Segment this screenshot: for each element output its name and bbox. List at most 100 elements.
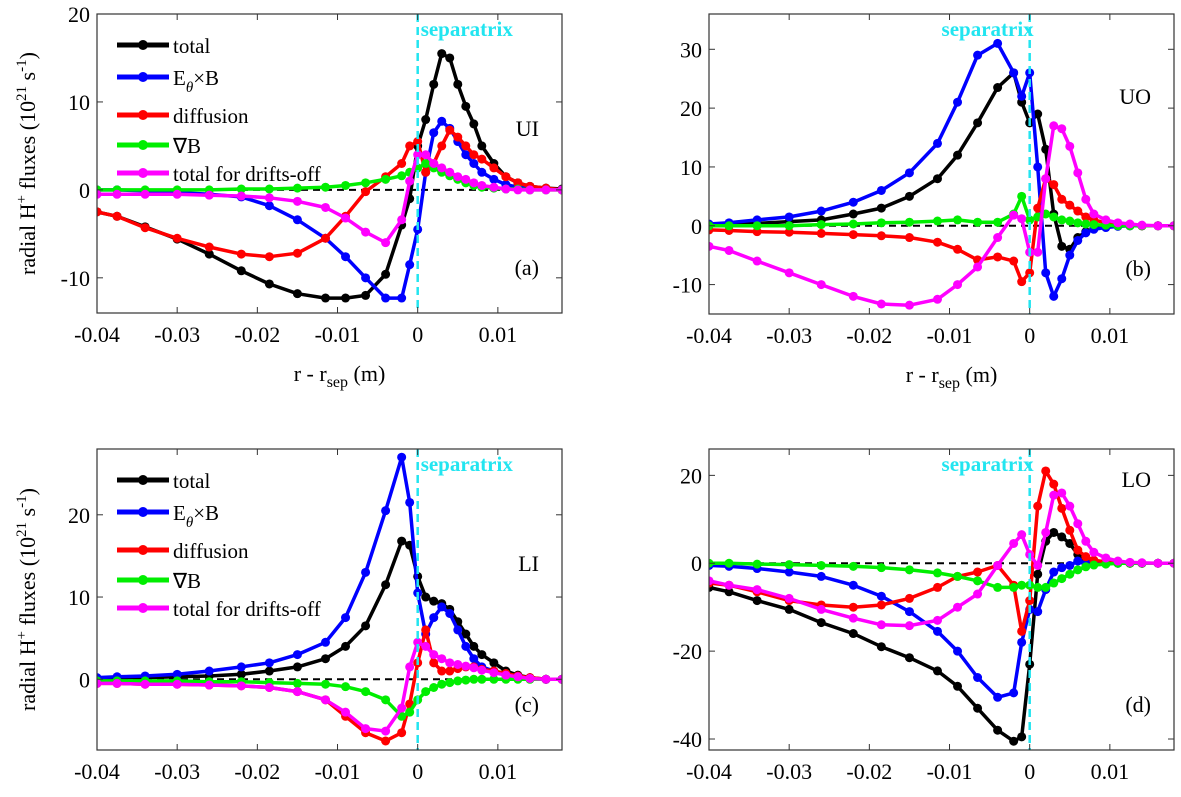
y-tick-label: -40 (673, 727, 702, 752)
data-point (876, 231, 886, 241)
data-point (784, 212, 794, 222)
data-point (1065, 525, 1075, 535)
data-point (1137, 220, 1147, 230)
legend-label: total (173, 469, 210, 493)
data-point (421, 159, 431, 168)
data-point (904, 191, 914, 201)
axes-box (96, 13, 563, 314)
data-point (1049, 490, 1059, 500)
data-point (752, 596, 762, 606)
data-point (816, 206, 826, 216)
data-point (993, 725, 1003, 735)
series-line-1 (97, 455, 562, 682)
data-point (204, 242, 214, 252)
data-point (421, 592, 431, 602)
data-point (1125, 219, 1135, 229)
y-tick-label: 0 (691, 551, 702, 576)
data-point (932, 294, 942, 304)
data-point (1033, 109, 1043, 119)
data-point (876, 591, 886, 601)
data-point (437, 49, 447, 59)
data-point (876, 203, 886, 213)
legend-label: diffusion (173, 104, 249, 128)
data-point (1049, 212, 1059, 222)
data-point (1033, 560, 1043, 570)
data-point (993, 38, 1003, 48)
x-tick-label: 0 (412, 759, 423, 784)
data-point (784, 567, 794, 577)
data-point (461, 174, 471, 184)
data-point (477, 141, 487, 151)
panel-label: (b) (1125, 256, 1151, 281)
data-point (1065, 569, 1075, 579)
x-tick-label: 0.01 (479, 322, 518, 347)
data-point (1113, 556, 1123, 566)
data-point (461, 150, 471, 160)
data-point (341, 293, 351, 303)
data-point (1057, 574, 1067, 584)
data-point (1089, 547, 1099, 557)
data-point (1057, 488, 1067, 498)
data-point (453, 676, 463, 686)
data-point (876, 185, 886, 195)
data-point (1033, 569, 1043, 579)
data-point (932, 216, 942, 226)
data-point (429, 596, 439, 606)
data-point (320, 182, 330, 192)
data-point (381, 506, 391, 516)
data-point (1049, 527, 1059, 537)
data-point (1113, 218, 1123, 228)
x-tick-label: -0.02 (234, 322, 280, 347)
data-point (1049, 479, 1059, 489)
x-tick-label: -0.03 (154, 759, 200, 784)
data-point (292, 248, 302, 258)
data-point (1033, 607, 1043, 617)
data-point (140, 189, 150, 199)
plot-area (97, 452, 562, 746)
data-point (993, 560, 1003, 570)
data-point (453, 79, 463, 89)
data-point (405, 260, 415, 270)
data-point (445, 666, 455, 676)
data-point (1101, 559, 1111, 569)
data-point (953, 681, 963, 691)
data-point (848, 209, 858, 219)
data-point (541, 674, 551, 684)
data-point (1049, 121, 1059, 131)
data-point (973, 576, 983, 586)
data-point (320, 202, 330, 212)
data-point (876, 299, 886, 309)
data-point (1025, 268, 1035, 278)
data-point (453, 625, 463, 635)
data-point (112, 678, 122, 688)
data-point (752, 559, 762, 569)
axes-box (708, 13, 1175, 315)
data-point (1009, 538, 1019, 548)
data-point (341, 180, 351, 190)
data-point (172, 669, 182, 679)
data-point (437, 163, 447, 173)
data-point (1009, 256, 1019, 266)
data-point (1057, 532, 1067, 542)
data-point (1089, 209, 1099, 219)
data-point (1009, 736, 1019, 746)
x-tick-label: -0.02 (234, 759, 280, 784)
data-point (469, 663, 479, 673)
data-point (397, 293, 407, 303)
data-point (421, 641, 431, 651)
data-point (1057, 124, 1067, 134)
data-point (361, 724, 371, 734)
data-point (381, 580, 391, 590)
data-point (1089, 220, 1099, 230)
data-point (848, 219, 858, 229)
data-point (1033, 582, 1043, 592)
x-axis-label: r - rsep (m) (906, 362, 998, 392)
data-point (292, 215, 302, 225)
data-point (724, 587, 734, 597)
data-point (429, 682, 439, 692)
data-point (477, 167, 487, 177)
data-point (469, 178, 479, 188)
data-point (1009, 210, 1019, 220)
data-point (1033, 162, 1043, 172)
data-point (876, 600, 886, 610)
